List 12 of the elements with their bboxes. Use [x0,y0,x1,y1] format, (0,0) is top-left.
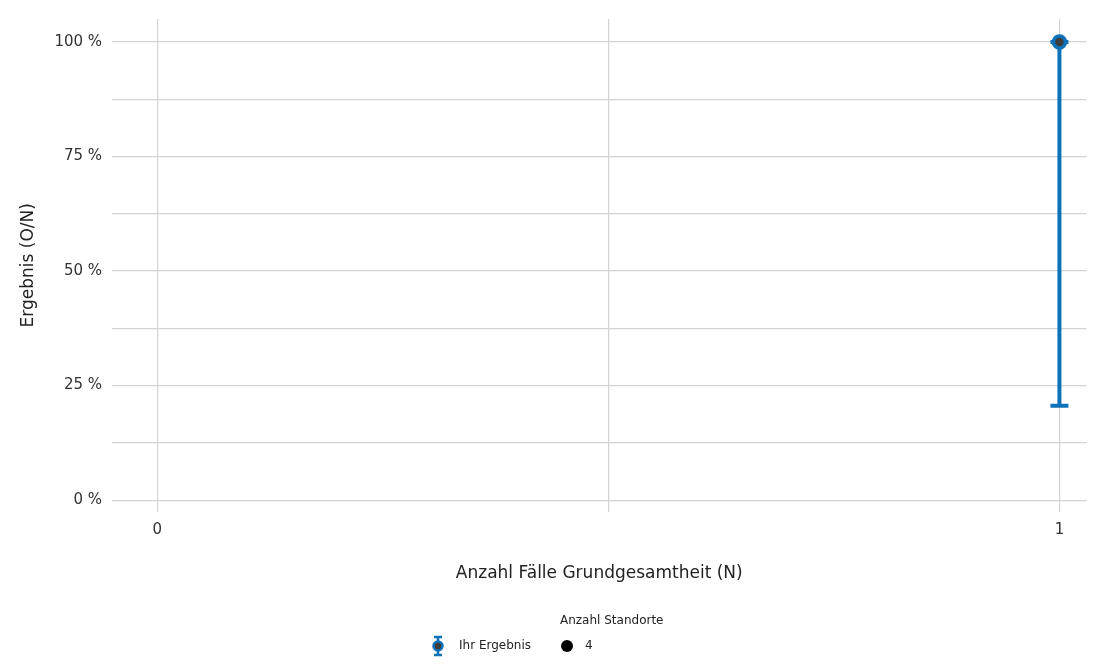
y-tick-label: 0 % [73,490,103,509]
x-tick-label: 1 [1054,520,1065,539]
y-axis-title: Ergebnis (O/N) [16,203,37,328]
x-axis-title: Anzahl Fälle Grundgesamtheit (N) [455,562,743,583]
y-tick-label: 50 % [63,260,103,279]
y-tick-label: 75 % [63,146,103,165]
y-tick-label: 25 % [63,375,103,394]
legend-label: Ihr Ergebnis [459,638,532,653]
legend-label: 4 [585,638,593,653]
legend-title: Anzahl Standorte [560,613,664,628]
x-tick-label: 0 [152,520,162,539]
y-tick-label: 100 % [54,31,103,50]
